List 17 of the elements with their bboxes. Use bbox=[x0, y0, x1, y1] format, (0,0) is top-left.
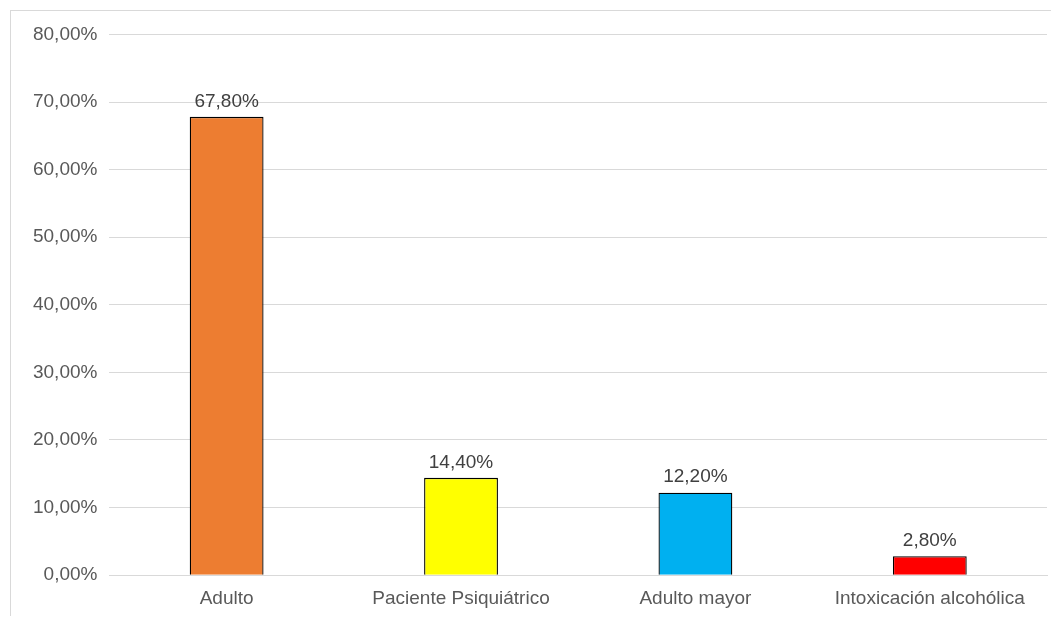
x-tick-label: Paciente Psiquiátrico bbox=[372, 586, 550, 608]
y-tick-label: 10,00% bbox=[32, 495, 98, 517]
data-label: 67,80% bbox=[194, 89, 259, 111]
y-tick-label: 0,00% bbox=[43, 563, 98, 585]
data-label: 14,40% bbox=[428, 450, 494, 472]
y-tick-label: 80,00% bbox=[32, 22, 98, 44]
data-label: 2,80% bbox=[902, 529, 957, 551]
x-tick-label: Intoxicación alcohólica bbox=[834, 586, 1026, 608]
x-tick-label: Adulto mayor bbox=[639, 586, 753, 608]
y-tick-label: 20,00% bbox=[32, 428, 98, 450]
y-tick-label: 50,00% bbox=[32, 225, 98, 247]
y-tick-label: 30,00% bbox=[32, 360, 98, 382]
data-label: 12,20% bbox=[663, 465, 728, 487]
y-tick-label: 70,00% bbox=[32, 90, 98, 112]
y-tick-label: 40,00% bbox=[32, 293, 98, 315]
x-tick-label: Adulto bbox=[199, 586, 254, 608]
y-tick-label: 60,00% bbox=[32, 157, 98, 179]
